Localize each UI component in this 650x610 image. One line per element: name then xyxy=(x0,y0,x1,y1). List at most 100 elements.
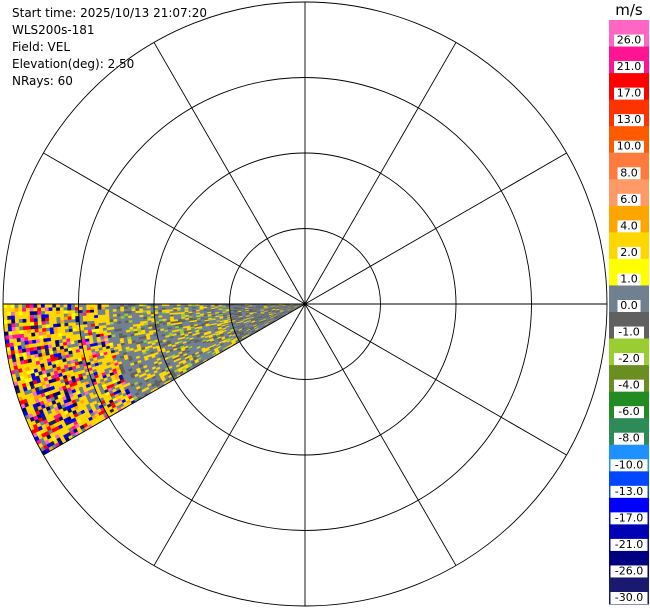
velocity-cell xyxy=(108,311,113,315)
velocity-cell xyxy=(8,338,14,344)
velocity-cell xyxy=(78,312,83,317)
velocity-cell xyxy=(33,307,38,312)
velocity-cell xyxy=(82,309,87,313)
velocity-cell xyxy=(112,308,117,312)
velocity-cell xyxy=(15,326,20,331)
azimuth-spoke xyxy=(304,303,567,456)
velocity-cell xyxy=(20,340,26,346)
velocity-cell xyxy=(19,329,24,335)
velocity-cell xyxy=(56,329,62,334)
velocity-cell xyxy=(127,308,132,312)
velocity-cell xyxy=(123,310,129,314)
velocity-cell xyxy=(41,327,47,332)
azimuth-spoke xyxy=(153,42,306,305)
velocity-cell xyxy=(8,334,13,340)
velocity-cell xyxy=(161,305,166,308)
azimuth-spoke xyxy=(304,42,457,305)
velocity-cell xyxy=(49,330,55,335)
velocity-cell xyxy=(71,321,76,326)
field-label: Field: VEL xyxy=(12,40,71,54)
velocity-cell xyxy=(101,309,106,313)
velocity-cell xyxy=(59,316,65,321)
velocity-cell xyxy=(82,318,87,322)
velocity-cell xyxy=(90,317,95,322)
velocity-cell xyxy=(41,324,46,329)
velocity-cell xyxy=(40,314,46,319)
velocity-cell xyxy=(123,313,129,317)
velocity-cell xyxy=(101,314,106,318)
velocity-cell xyxy=(21,307,26,312)
velocity-cell xyxy=(55,316,61,321)
velocity-cell xyxy=(127,312,132,316)
velocity-cell xyxy=(131,312,136,316)
velocity-cell xyxy=(51,303,57,308)
velocity-cell xyxy=(17,303,23,308)
velocity-cell xyxy=(22,322,27,327)
velocity-cell xyxy=(25,318,31,323)
elevation-label: Elevation(deg): 2.50 xyxy=(12,57,135,71)
velocity-cell xyxy=(165,307,170,310)
velocity-cell xyxy=(59,310,64,314)
velocity-cell xyxy=(63,306,68,311)
velocity-cell xyxy=(26,325,31,330)
velocity-cell xyxy=(67,316,72,320)
velocity-cell xyxy=(41,320,46,325)
velocity-cell xyxy=(60,325,65,330)
velocity-cell xyxy=(104,311,110,315)
velocity-cell xyxy=(26,332,32,338)
velocity-cell xyxy=(44,303,49,308)
velocity-cell xyxy=(14,311,19,316)
velocity-cell xyxy=(123,308,128,312)
velocity-cell xyxy=(30,328,35,334)
instrument-label: WLS200s-181 xyxy=(12,23,95,37)
velocity-cell xyxy=(46,333,51,339)
velocity-cell xyxy=(70,306,76,311)
velocity-cell xyxy=(104,314,110,318)
velocity-cell xyxy=(27,336,33,341)
velocity-cell xyxy=(14,303,19,309)
velocity-cell xyxy=(74,303,79,308)
velocity-cell xyxy=(74,306,79,311)
velocity-cell xyxy=(119,306,125,310)
velocity-cell xyxy=(86,320,91,325)
velocity-cell xyxy=(10,311,15,316)
velocity-cell xyxy=(138,305,143,309)
velocity-cell xyxy=(52,320,57,325)
velocity-cell xyxy=(2,307,8,313)
velocity-cell xyxy=(56,326,62,331)
velocity-cell xyxy=(22,318,27,323)
velocity-cell xyxy=(19,337,25,342)
velocity-cell xyxy=(22,325,28,331)
velocity-cell xyxy=(135,310,140,314)
velocity-cell xyxy=(31,335,36,341)
velocity-cell xyxy=(38,334,44,340)
velocity-cell xyxy=(34,335,40,340)
velocity-cell xyxy=(45,323,50,329)
velocity-cell xyxy=(67,322,73,326)
velocity-cell xyxy=(25,311,30,316)
velocity-cell xyxy=(67,319,72,323)
velocity-cell xyxy=(29,310,34,316)
velocity-cell xyxy=(21,314,27,320)
velocity-cell xyxy=(89,314,95,319)
velocity-cell xyxy=(56,323,61,328)
velocity-cell xyxy=(11,326,16,332)
velocity-cell xyxy=(32,303,38,308)
velocity-cell xyxy=(60,329,66,334)
velocity-cell xyxy=(18,325,24,331)
velocity-cell xyxy=(17,311,23,316)
velocity-cell xyxy=(70,312,76,317)
velocity-cell xyxy=(78,306,83,311)
velocity-cell xyxy=(63,322,69,327)
velocity-cell xyxy=(134,305,140,309)
velocity-cell xyxy=(123,306,128,309)
velocity-cell xyxy=(59,319,65,324)
velocity-cell xyxy=(21,303,26,308)
velocity-cell xyxy=(82,315,87,319)
velocity-cell xyxy=(138,308,144,311)
velocity-cell xyxy=(108,316,114,320)
velocity-cell xyxy=(60,322,65,327)
velocity-cell xyxy=(29,318,34,323)
velocity-cell xyxy=(86,315,91,319)
velocity-cell xyxy=(36,310,42,315)
